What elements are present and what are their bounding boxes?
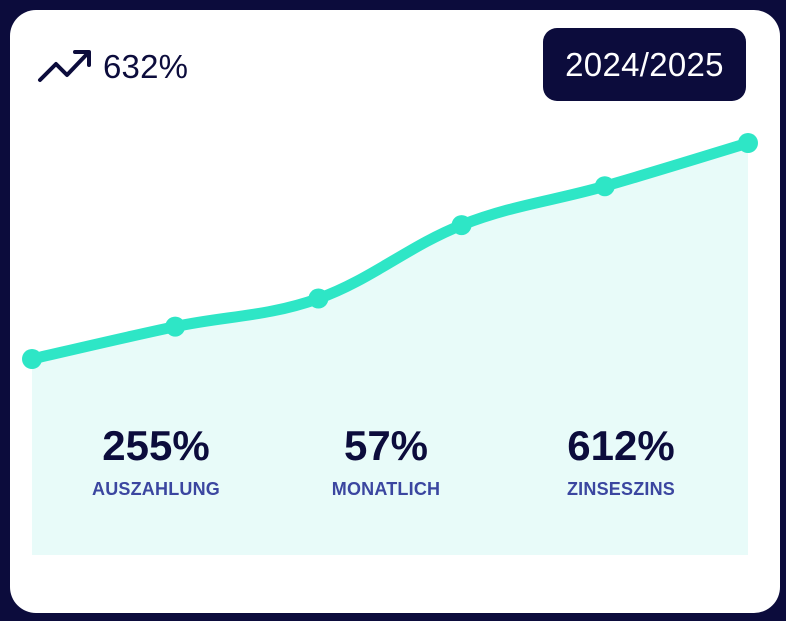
chart-point-1 xyxy=(165,316,186,337)
stat-zinseszins: 612% ZINSESZINS xyxy=(521,425,721,500)
chart-point-3 xyxy=(451,215,472,236)
growth-indicator: 632% xyxy=(37,47,188,85)
stat-value: 57% xyxy=(343,422,429,469)
stat-auszahlung: 255% AUSZAHLUNG xyxy=(56,425,256,500)
stat-label: ZINSESZINS xyxy=(566,479,675,499)
growth-area-chart xyxy=(22,133,758,555)
stat-label: AUSZAHLUNG xyxy=(92,479,220,499)
period-badge[interactable]: 2024/2025 xyxy=(543,28,746,101)
chart-points xyxy=(22,133,758,369)
chart-point-0 xyxy=(22,349,42,369)
stat-label: MONATLICH xyxy=(331,479,441,499)
stat-value: 612% xyxy=(567,422,675,469)
trending-up-icon xyxy=(38,50,91,82)
chart-point-5 xyxy=(738,133,758,153)
chart-area-fill xyxy=(32,143,748,555)
chart-series-line xyxy=(26,137,754,365)
stat-monatlich: 57% MONATLICH xyxy=(286,425,486,500)
growth-card: 632% 2024/2025 255% AUSZAHLUNG 57% MONAT… xyxy=(10,10,780,613)
growth-value: 632% xyxy=(103,47,189,85)
chart-point-2 xyxy=(308,288,329,309)
chart-point-4 xyxy=(594,176,615,197)
stat-value: 255% xyxy=(102,422,210,469)
